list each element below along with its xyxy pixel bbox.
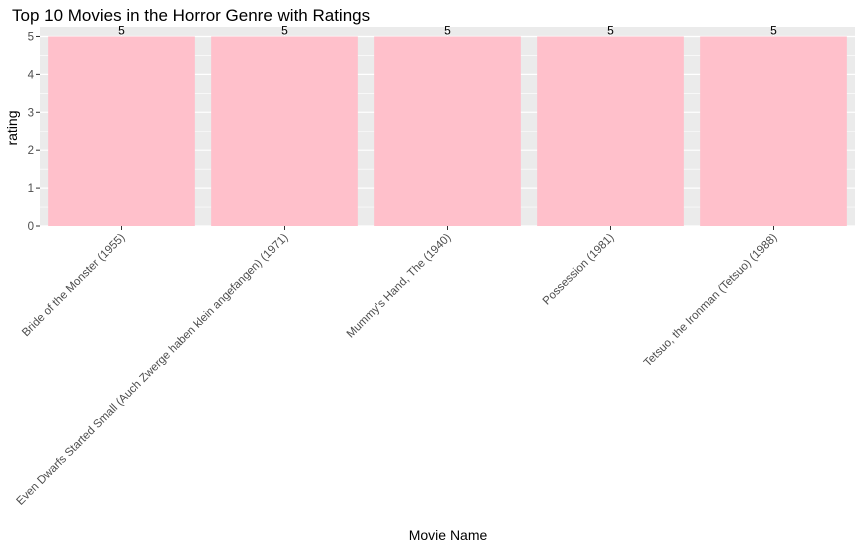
x-tick-label: Even Dwarfs Started Small (Auch Zwerge h… — [15, 232, 291, 508]
chart-title: Top 10 Movies in the Horror Genre with R… — [12, 6, 370, 25]
bar — [48, 36, 195, 226]
x-axis-title: Movie Name — [409, 527, 488, 543]
x-tick-label: Tetsuo, the Ironman (Tetsuo) (1988) — [642, 232, 780, 370]
data-label: 5 — [281, 23, 288, 37]
data-label: 5 — [118, 23, 125, 37]
x-axis: Bride of the Monster (1955)Even Dwarfs S… — [15, 226, 780, 508]
data-label: 5 — [444, 23, 451, 37]
x-tick-label: Bride of the Monster (1955) — [20, 232, 128, 340]
x-tick-label: Possession (1981) — [541, 232, 617, 308]
y-axis: 0 1 2 3 4 5 — [28, 31, 40, 233]
bar — [374, 36, 521, 226]
data-labels: 5 5 5 5 5 — [118, 23, 777, 37]
y-tick-label: 5 — [28, 31, 34, 43]
x-tick-label: Mummy's Hand, The (1940) — [345, 232, 454, 341]
y-axis-title: rating — [4, 110, 20, 145]
y-tick-label: 1 — [28, 183, 34, 195]
bars — [48, 36, 847, 226]
bar — [537, 36, 684, 226]
y-tick-label: 2 — [28, 145, 34, 157]
y-tick-label: 0 — [28, 221, 34, 233]
bar — [700, 36, 847, 226]
y-tick-label: 3 — [28, 107, 34, 119]
data-label: 5 — [770, 23, 777, 37]
data-label: 5 — [607, 23, 614, 37]
y-tick-label: 4 — [28, 69, 35, 81]
bar — [211, 36, 358, 226]
